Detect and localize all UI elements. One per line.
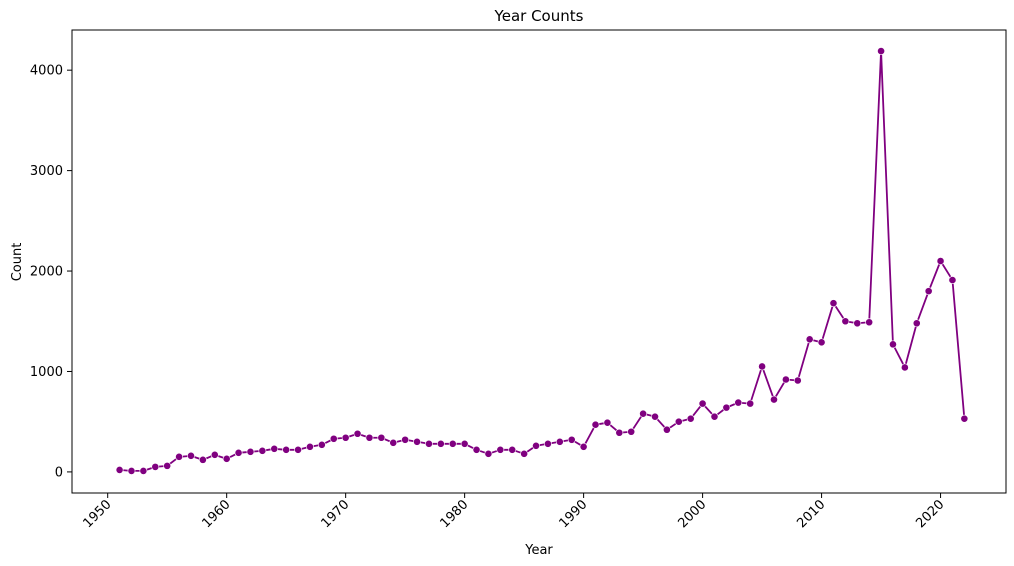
data-point xyxy=(805,335,814,344)
y-tick-label: 1000 xyxy=(30,365,63,380)
data-point xyxy=(841,317,850,326)
data-point xyxy=(912,319,921,328)
data-point xyxy=(484,449,493,458)
x-axis-label: Year xyxy=(524,543,553,558)
y-axis-label: Count xyxy=(10,243,25,282)
y-tick-label: 3000 xyxy=(30,164,63,179)
data-point xyxy=(365,433,374,442)
data-point xyxy=(591,420,600,429)
y-tick-label: 4000 xyxy=(30,64,63,79)
data-point xyxy=(770,395,778,404)
data-point xyxy=(175,452,183,461)
data-point xyxy=(198,455,207,464)
data-point xyxy=(924,287,933,296)
data-point xyxy=(234,448,243,457)
data-point xyxy=(115,465,124,474)
data-point xyxy=(877,47,885,55)
data-point xyxy=(353,429,362,438)
data-point xyxy=(865,318,874,327)
data-point xyxy=(460,439,469,448)
data-point xyxy=(246,447,255,456)
data-point xyxy=(377,433,386,442)
data-point xyxy=(270,444,279,453)
data-point xyxy=(579,442,588,451)
data-point xyxy=(567,435,576,444)
data-point xyxy=(889,340,897,349)
chart-title: Year Counts xyxy=(494,7,584,25)
y-tick-label: 0 xyxy=(55,465,63,480)
data-point xyxy=(317,440,326,449)
data-point xyxy=(663,425,671,434)
data-point xyxy=(722,403,731,412)
y-axis-ticks: 0 1000 2000 3000 4000 xyxy=(30,64,72,480)
data-point xyxy=(163,461,172,470)
data-point xyxy=(448,439,457,448)
data-point xyxy=(389,438,398,447)
data-point xyxy=(651,412,659,421)
data-point xyxy=(781,375,790,384)
data-point xyxy=(508,445,517,454)
data-point xyxy=(829,299,838,308)
data-point xyxy=(282,445,291,454)
data-point xyxy=(686,414,695,423)
data-point xyxy=(710,412,719,421)
series-points xyxy=(115,47,969,475)
data-point xyxy=(258,446,267,455)
data-point xyxy=(210,450,219,459)
data-point xyxy=(401,435,410,444)
data-point xyxy=(329,434,338,443)
data-point xyxy=(413,437,421,446)
data-point xyxy=(948,276,957,284)
data-point xyxy=(555,437,564,446)
data-point xyxy=(520,449,529,458)
plot-frame xyxy=(71,29,1007,494)
data-point xyxy=(758,362,766,371)
data-point xyxy=(306,442,314,451)
data-point xyxy=(853,319,862,328)
data-point xyxy=(900,363,909,372)
data-point xyxy=(436,439,445,448)
data-point xyxy=(222,454,231,463)
data-point xyxy=(532,441,540,450)
data-point xyxy=(544,439,552,448)
data-point xyxy=(615,428,624,437)
data-point xyxy=(127,466,136,475)
data-point xyxy=(817,338,826,347)
data-point xyxy=(187,451,195,460)
y-tick-label: 2000 xyxy=(30,265,63,280)
data-point xyxy=(341,433,350,442)
data-point xyxy=(734,398,743,407)
data-point xyxy=(472,445,481,454)
data-point xyxy=(627,427,636,436)
data-point xyxy=(793,376,802,385)
data-point xyxy=(294,445,302,454)
data-point xyxy=(425,439,433,448)
data-point xyxy=(139,466,148,475)
data-point xyxy=(936,257,945,265)
data-point xyxy=(698,399,707,408)
data-point xyxy=(746,399,755,408)
data-point xyxy=(674,417,683,426)
data-point xyxy=(960,414,969,423)
data-point xyxy=(639,409,648,418)
data-point xyxy=(496,445,505,454)
data-point xyxy=(603,418,612,427)
data-point xyxy=(151,462,160,471)
